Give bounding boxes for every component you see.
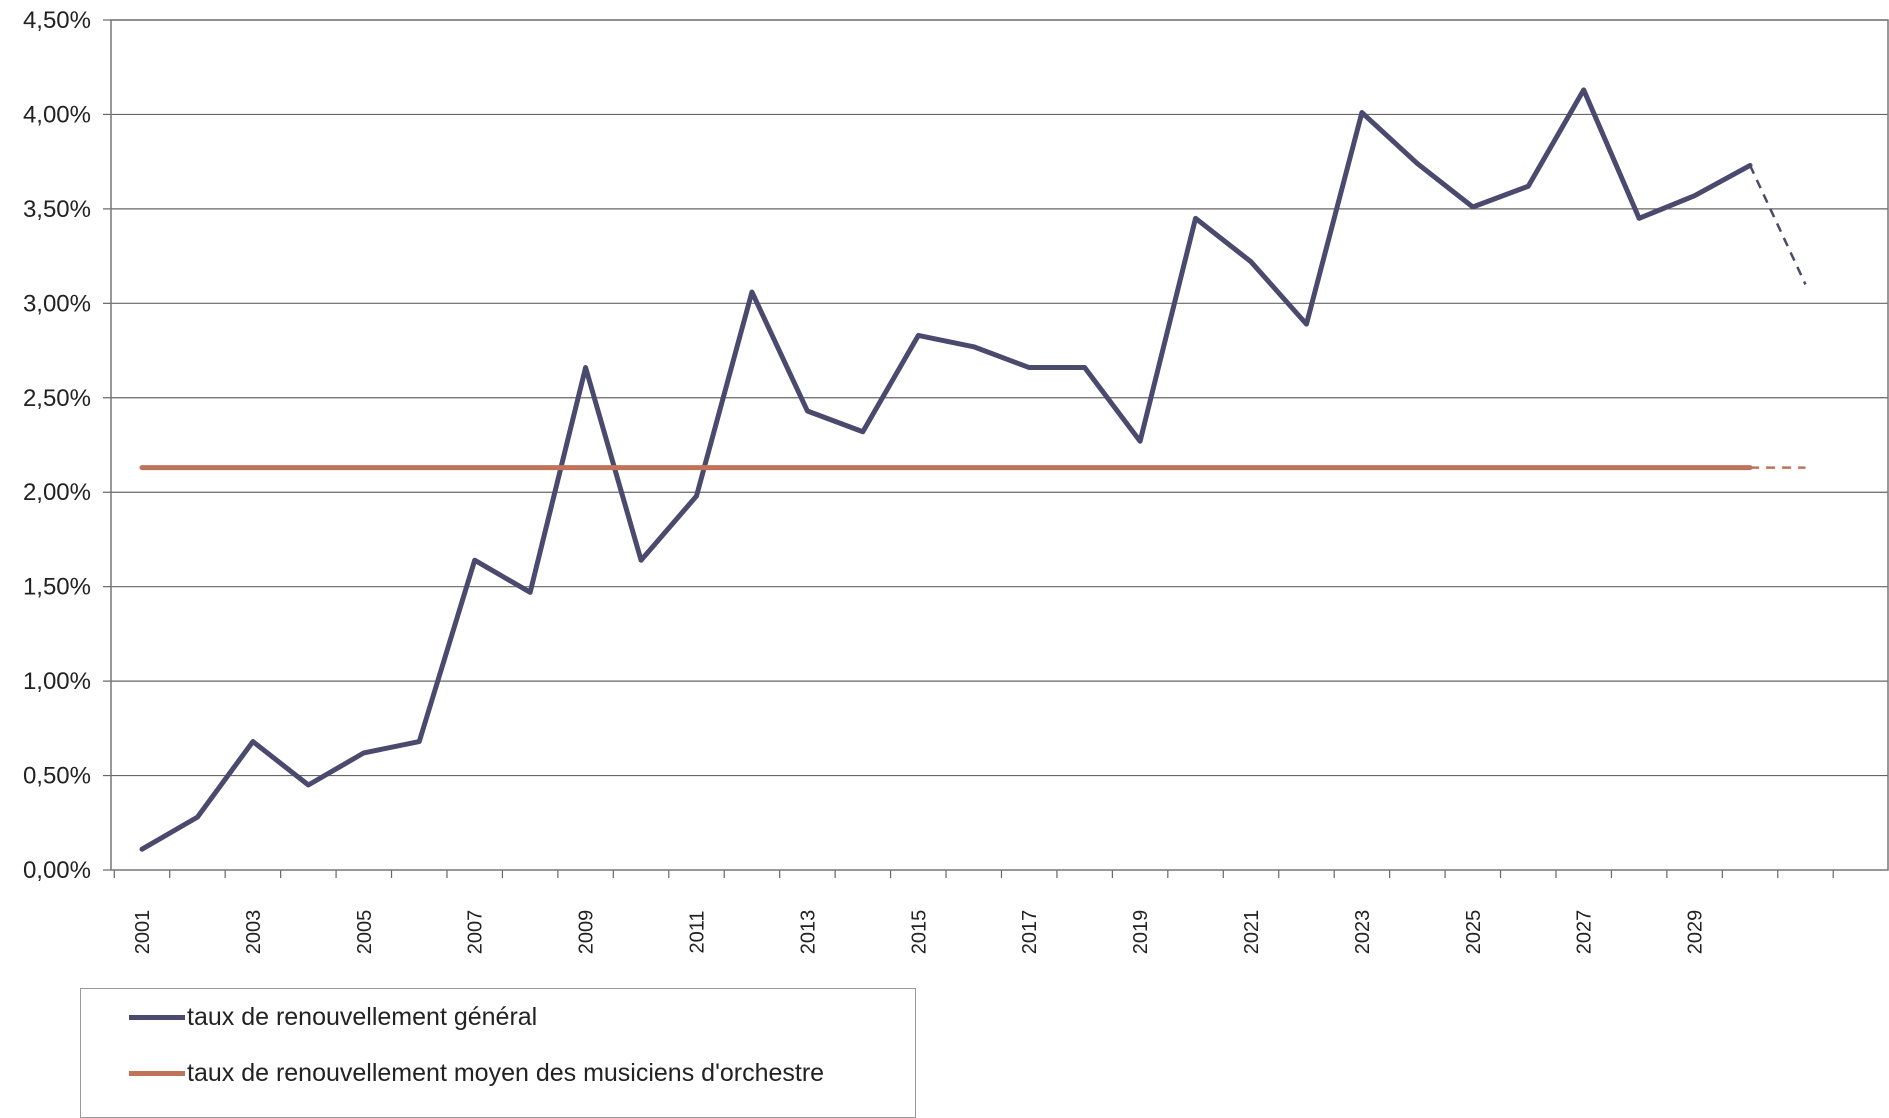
series-line-0 [139, 87, 1753, 852]
legend: taux de renouvellement général taux de r… [80, 988, 916, 1118]
y-axis-ticks: 0,00% 0,50% 1,00% 1,50% 2,00% 2,50% 3,00% 3,50%… [23, 7, 111, 884]
series-projection-0 [1748, 164, 1807, 285]
y-tick-label: 4,50% [23, 7, 91, 34]
grid-lines [111, 19, 1888, 777]
x-tick-label: 2011 [687, 910, 709, 953]
x-tick-label: 2021 [1241, 910, 1263, 955]
plot-area-border [110, 19, 1889, 871]
legend-label-orchestra: taux de renouvellement moyen des musicie… [187, 1059, 825, 1087]
x-tick-label: 2005 [354, 910, 376, 955]
x-tick-label: 2023 [1352, 910, 1374, 955]
y-tick-label: 2,50% [23, 385, 91, 412]
x-tick-label: 2025 [1463, 910, 1485, 955]
line-chart: 0,00% 0,50% 1,00% 1,50% 2,00% 2,50% 3,00% 3,50%… [23, 7, 1889, 955]
x-tick-label: 2017 [1019, 910, 1041, 955]
y-tick-label: 3,00% [23, 290, 91, 317]
x-tick-label: 2027 [1574, 910, 1596, 955]
legend-swatch-orchestra [129, 1071, 185, 1076]
x-tick-label: 2003 [243, 910, 265, 955]
y-tick-label: 0,00% [23, 857, 91, 884]
x-tick-label: 2019 [1130, 910, 1152, 955]
x-tick-label: 2029 [1685, 910, 1707, 955]
x-tick-label: 2009 [576, 910, 598, 955]
legend-item-general: taux de renouvellement général [129, 1003, 537, 1032]
y-tick-label: 0,50% [23, 763, 91, 790]
legend-label-general: taux de renouvellement général [187, 1003, 538, 1031]
y-tick-label: 1,00% [23, 668, 91, 695]
legend-item-orchestra: taux de renouvellement moyen des musicie… [129, 1059, 824, 1088]
series-lines [139, 87, 1807, 852]
y-tick-label: 3,50% [23, 196, 91, 223]
x-tick-label: 2015 [908, 910, 930, 955]
y-tick-label: 4,00% [23, 101, 91, 128]
y-tick-label: 2,00% [23, 479, 91, 506]
x-tick-label: 2001 [132, 910, 154, 955]
x-tick-label: 2013 [797, 910, 819, 955]
legend-swatch-general [129, 1015, 185, 1020]
x-axis-ticks: 2001 2003 2005 2007 2009 2011 2013 2015 2017 2019… [113, 870, 1834, 955]
y-tick-label: 1,50% [23, 574, 91, 601]
x-tick-label: 2007 [465, 910, 487, 955]
